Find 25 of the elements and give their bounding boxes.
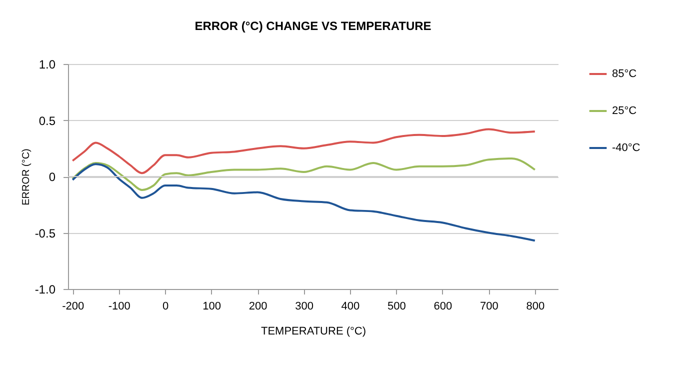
y-tick-label: -1.0 (34, 282, 56, 296)
x-tick-label: 700 (480, 300, 498, 312)
x-tick-label: 300 (295, 300, 314, 312)
x-tick-label: -200 (62, 300, 84, 312)
legend-label: 85°C (612, 68, 637, 80)
x-tick-label: 200 (248, 300, 268, 312)
x-axis-title: TEMPERATURE (°C) (260, 326, 366, 338)
legend-label: 25°C (612, 105, 637, 117)
x-tick-label: 600 (434, 300, 452, 312)
chart-title: ERROR (°C) CHANGE VS TEMPERATURE (194, 19, 432, 33)
x-tick-label: 0 (162, 300, 169, 312)
y-tick-label: 1.0 (38, 58, 56, 72)
x-tick-label: 100 (202, 300, 221, 312)
x-tick-label: -100 (108, 300, 130, 312)
line-series (72, 128, 536, 174)
y-tick-label: 0 (48, 170, 56, 184)
legend-label: -40°C (612, 142, 640, 154)
x-tick-label: 800 (526, 300, 545, 312)
x-tick-label: 500 (388, 300, 406, 312)
y-axis-title: ERROR (°C) (20, 148, 32, 206)
line-series (72, 163, 536, 242)
y-tick-label: -0.5 (34, 226, 56, 240)
y-tick-label: 0.5 (38, 114, 56, 128)
x-tick-label: 400 (341, 300, 360, 312)
line-series (72, 158, 536, 191)
